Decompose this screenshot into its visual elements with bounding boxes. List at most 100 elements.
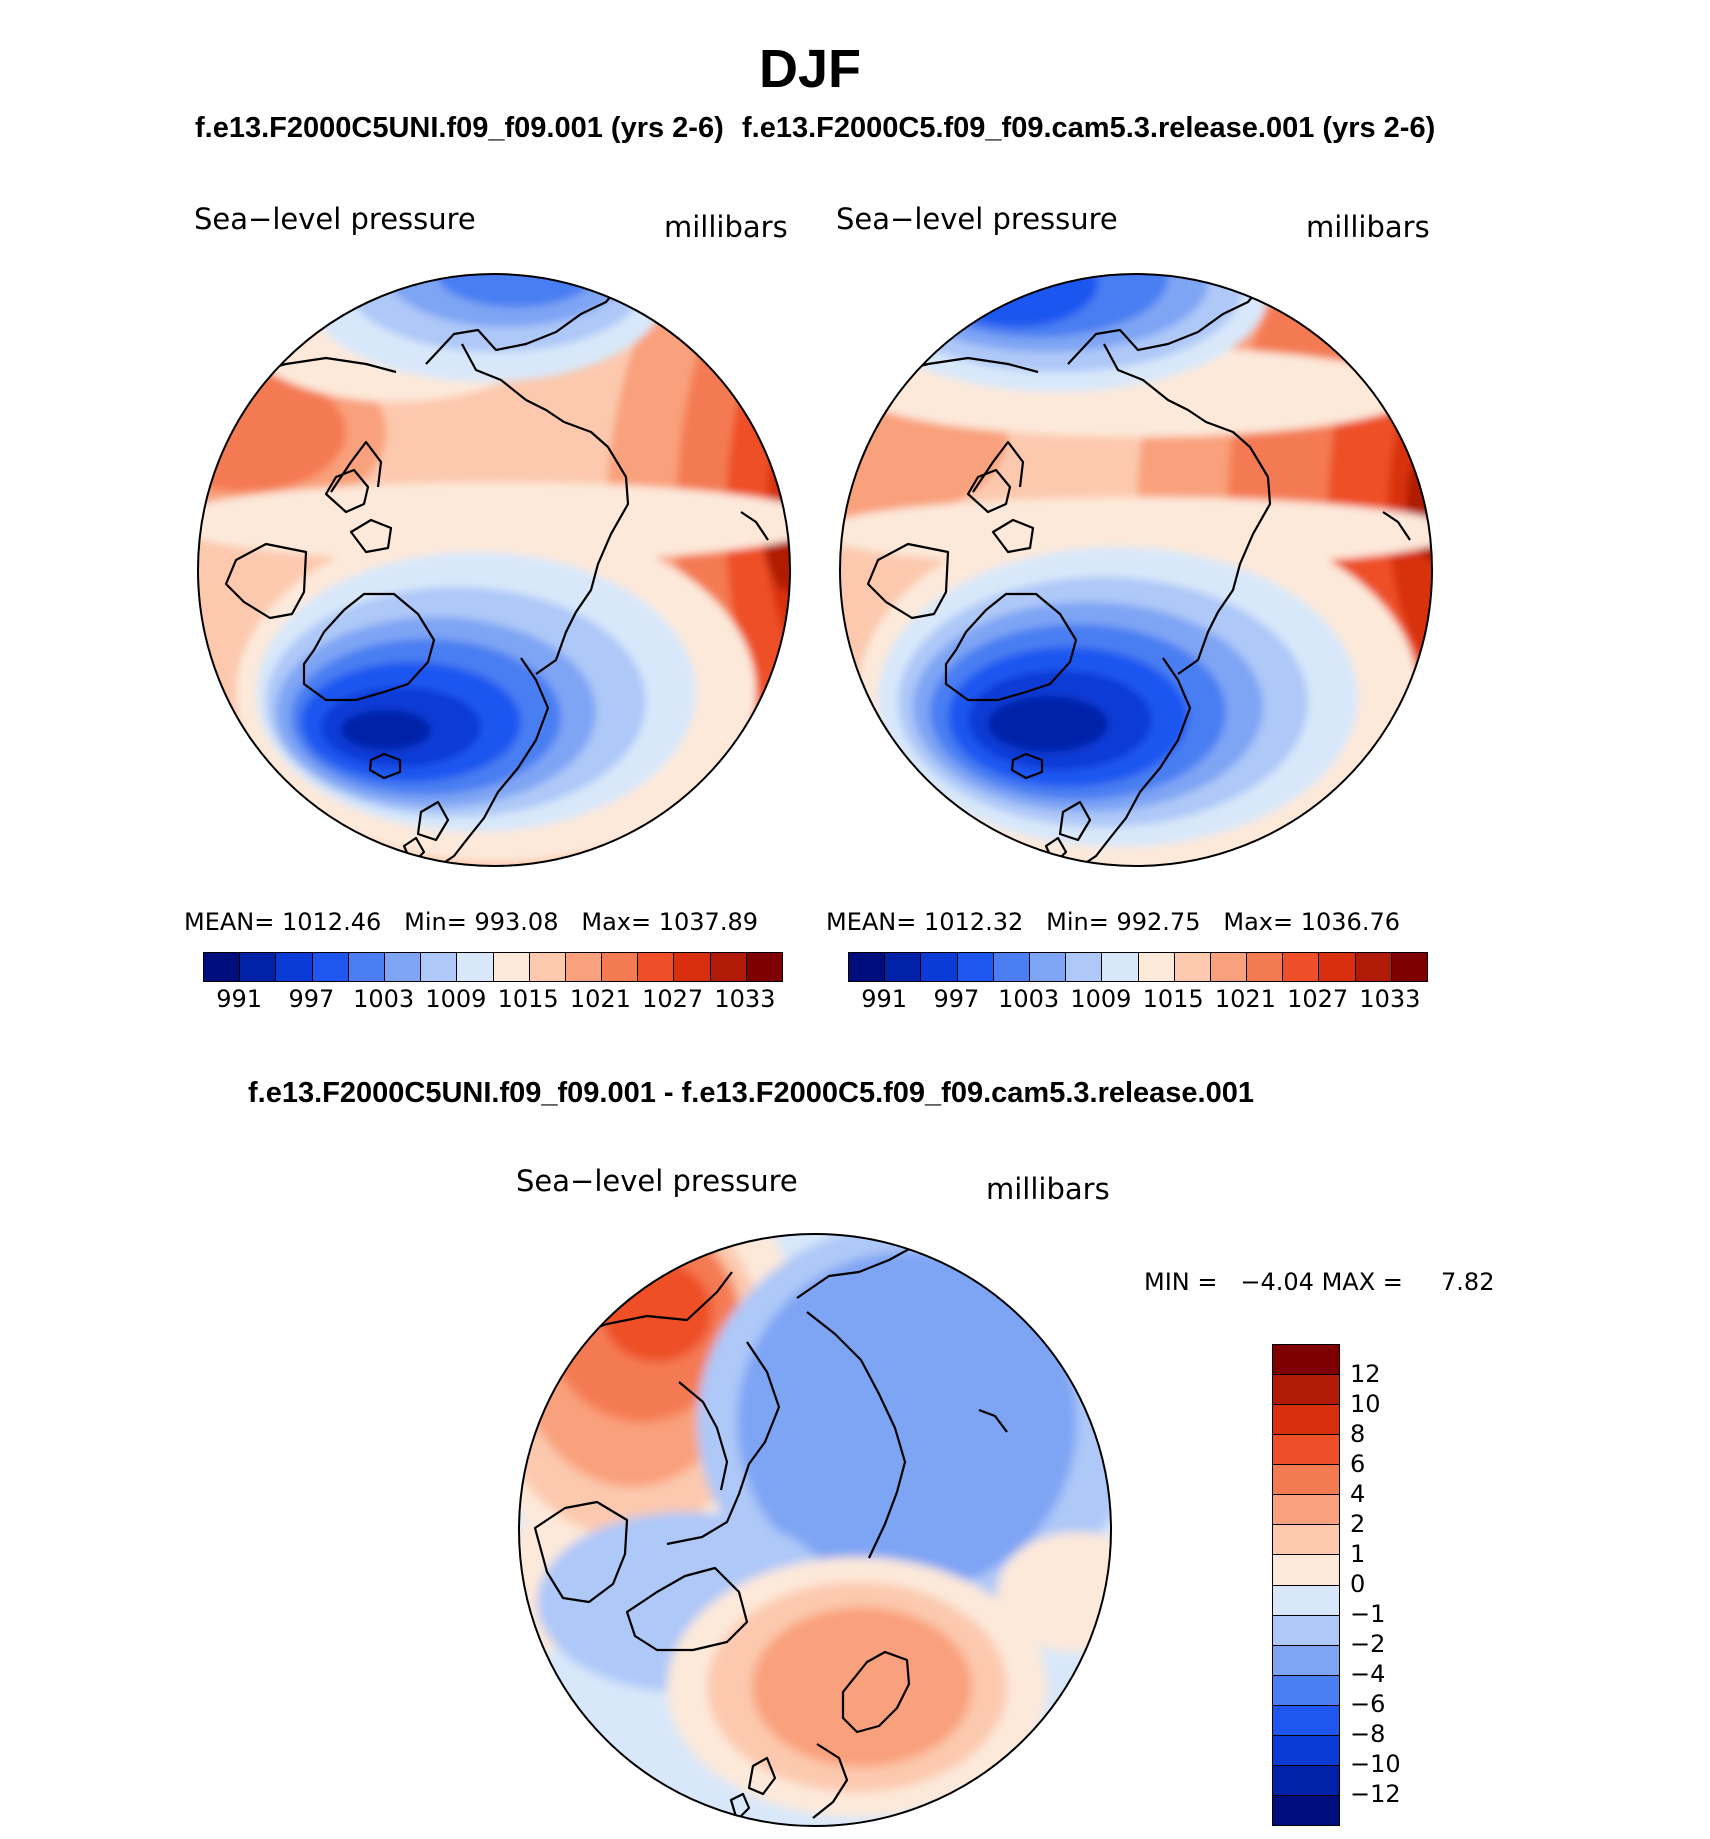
colorbar-tick-label: −1 <box>1350 1600 1386 1628</box>
colorbar-tick-label: 0 <box>1350 1570 1366 1598</box>
colorbar-swatch <box>1391 953 1427 981</box>
colorbar-tick-label: 1033 <box>714 985 776 1013</box>
colorbar-tick-label: −4 <box>1350 1660 1386 1688</box>
colorbar-swatch <box>1138 953 1175 981</box>
colorbar-swatch <box>1273 1465 1339 1496</box>
right-mean-value: 1012.32 <box>924 908 1024 936</box>
colorbar-swatch <box>1174 953 1211 981</box>
colorbar-swatch <box>529 953 566 981</box>
colorbar-tick-label: 6 <box>1350 1450 1366 1478</box>
colorbar-tick-label: 1003 <box>353 985 415 1013</box>
colorbar-swatch <box>710 953 747 981</box>
colorbar-swatch <box>849 953 886 981</box>
colorbar-swatch <box>1247 953 1284 981</box>
colorbar-swatch <box>1273 1735 1339 1766</box>
colorbar-swatch <box>1273 1555 1339 1586</box>
colorbar-tick-label: 1009 <box>1070 985 1132 1013</box>
colorbar-swatch <box>1102 953 1139 981</box>
right-max-label: Max= <box>1223 908 1294 936</box>
right-min-value: 992.75 <box>1116 908 1201 936</box>
colorbar-swatch <box>312 953 349 981</box>
colorbar-swatch <box>240 953 277 981</box>
colorbar-tick-label: 12 <box>1350 1360 1381 1388</box>
colorbar-tick-label: 10 <box>1350 1390 1381 1418</box>
colorbar-tick-label: −8 <box>1350 1720 1386 1748</box>
colorbar-tick-label: 991 <box>216 985 263 1013</box>
colorbar-swatch <box>993 953 1030 981</box>
colorbar-swatch <box>348 953 385 981</box>
colorbar-swatch <box>602 953 639 981</box>
colorbar-swatch <box>1273 1345 1339 1376</box>
diff-max-label: MAX = <box>1321 1268 1403 1296</box>
colorbar-tick-label: 1015 <box>497 985 559 1013</box>
colorbar-swatch <box>1319 953 1356 981</box>
colorbar-tick-label: −2 <box>1350 1630 1386 1658</box>
colorbar-swatch <box>1273 1765 1339 1796</box>
colorbar-swatch <box>1273 1675 1339 1706</box>
left-min-value: 993.08 <box>474 908 559 936</box>
colorbar-tick-label: 1021 <box>569 985 631 1013</box>
colorbar-swatch <box>1029 953 1067 981</box>
colorbar-swatch <box>1273 1525 1339 1556</box>
left-colorbar-ticks: 991 997 1003 1009 1015 1021 1027 1033 <box>203 985 781 1019</box>
colorbar-swatch <box>1273 1405 1339 1436</box>
colorbar-swatch <box>1355 953 1392 981</box>
colorbar-swatch <box>204 953 241 981</box>
colorbar-tick-label: 991 <box>861 985 908 1013</box>
colorbar-tick-label: 1015 <box>1142 985 1204 1013</box>
diff-units-label: millibars <box>986 1172 1110 1206</box>
colorbar-swatch <box>276 953 313 981</box>
colorbar-tick-label: 997 <box>288 985 335 1013</box>
colorbar-swatch <box>638 953 675 981</box>
colorbar-swatch <box>565 953 603 981</box>
colorbar-tick-label: 1003 <box>998 985 1060 1013</box>
season-title: DJF <box>758 39 861 99</box>
colorbar-swatch <box>921 953 958 981</box>
right-mean-label: MEAN= <box>826 908 917 936</box>
colorbar-swatch <box>746 953 782 981</box>
right-variable-label: Sea−level pressure <box>836 202 1118 236</box>
colorbar-swatch <box>1210 953 1248 981</box>
colorbar-tick-label: −12 <box>1350 1780 1401 1808</box>
left-colorbar <box>203 952 783 982</box>
colorbar-tick-label: 8 <box>1350 1420 1366 1448</box>
diff-colorbar <box>1272 1344 1340 1826</box>
colorbar-swatch <box>1273 1375 1339 1406</box>
right-colorbar <box>848 952 1428 982</box>
right-polar-map <box>839 273 1433 867</box>
colorbar-swatch <box>1283 953 1320 981</box>
colorbar-swatch <box>1066 953 1103 981</box>
colorbar-swatch <box>674 953 711 981</box>
colorbar-swatch <box>1273 1585 1339 1616</box>
colorbar-swatch <box>384 953 422 981</box>
diff-min-label: MIN = <box>1144 1268 1218 1296</box>
colorbar-tick-label: 1021 <box>1214 985 1276 1013</box>
colorbar-swatch <box>421 953 458 981</box>
left-case-title: f.e13.F2000C5UNI.f09_f09.001 (yrs 2-6) <box>195 112 724 144</box>
colorbar-swatch <box>1273 1645 1339 1676</box>
colorbar-tick-label: 1009 <box>425 985 487 1013</box>
colorbar-tick-label: 1 <box>1350 1540 1366 1568</box>
colorbar-tick-label: 997 <box>933 985 980 1013</box>
right-colorbar-ticks: 991 997 1003 1009 1015 1021 1027 1033 <box>848 985 1426 1019</box>
colorbar-tick-label: 1033 <box>1359 985 1421 1013</box>
diff-stats: MIN = −4.04 MAX = 7.82 <box>1144 1268 1494 1296</box>
colorbar-swatch <box>885 953 922 981</box>
colorbar-tick-label: −6 <box>1350 1690 1386 1718</box>
right-units-label: millibars <box>1306 210 1430 244</box>
colorbar-swatch <box>1273 1495 1339 1526</box>
colorbar-swatch <box>457 953 494 981</box>
colorbar-tick-label: −10 <box>1350 1750 1401 1778</box>
right-max-value: 1036.76 <box>1300 908 1400 936</box>
left-polar-map <box>197 273 791 867</box>
left-units-label: millibars <box>664 210 788 244</box>
left-min-label: Min= <box>404 908 467 936</box>
right-stats: MEAN= 1012.32 Min= 992.75 Max= 1036.76 <box>826 908 1400 936</box>
colorbar-tick-label: 4 <box>1350 1480 1366 1508</box>
colorbar-swatch <box>1273 1615 1339 1646</box>
colorbar-swatch <box>493 953 530 981</box>
left-stats: MEAN= 1012.46 Min= 993.08 Max= 1037.89 <box>184 908 758 936</box>
right-case-title: f.e13.F2000C5.f09_f09.cam5.3.release.001… <box>742 112 1436 144</box>
diff-polar-map <box>518 1233 1112 1827</box>
colorbar-swatch <box>1273 1435 1339 1466</box>
